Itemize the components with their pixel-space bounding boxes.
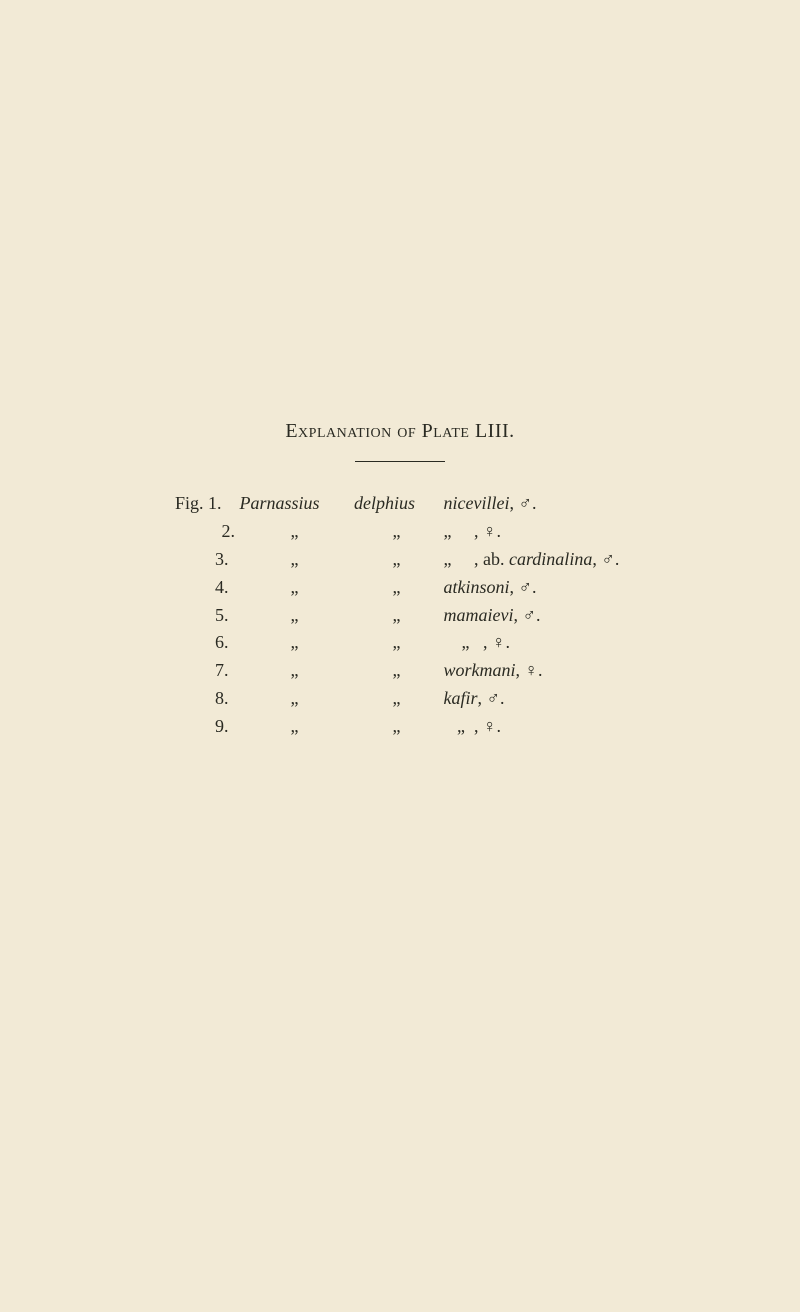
variety: „ , ♀. [444,518,502,546]
fig-number: 7. [175,657,235,685]
ditto-mark: „ [240,685,350,713]
ditto-mark: „ [240,574,350,602]
variety: mamaievi, ♂. [444,602,541,630]
fig-number: 2. [175,518,235,546]
variety: workmani, ♀. [444,657,543,685]
ditto-mark: „ [240,657,350,685]
list-item: 6. „ „ „ , ♀. [175,629,800,657]
variety: nicevillei, ♂. [444,490,537,518]
ditto-mark: „ [354,602,439,630]
ditto-mark: „ [354,629,439,657]
ditto-mark: „ [354,713,439,741]
fig-number: 3. [175,546,235,574]
fig-number: 6. [175,629,235,657]
title-text-1: Explanation of Plate [285,420,469,442]
list-item: 9. „ „ „ , ♀. [175,713,800,741]
list-item: 4. „ „ atkinsoni, ♂. [175,574,800,602]
species: delphius [354,490,439,518]
plate-title: Explanation of Plate LIII. [0,420,800,443]
list-item: 2. „ „ „ , ♀. [175,518,800,546]
fig-number: 5. [175,602,235,630]
list-item: 5. „ „ mamaievi, ♂. [175,602,800,630]
list-item: 3. „ „ „ , ab. cardinalina, ♂. [175,546,800,574]
content-block: Explanation of Plate LIII. Fig. 1. Parna… [0,420,800,741]
ditto-mark: „ [240,546,350,574]
ditto-mark: „ [354,657,439,685]
ditto-mark: „ [240,629,350,657]
page: Explanation of Plate LIII. Fig. 1. Parna… [0,0,800,1312]
ditto-mark: „ [354,518,439,546]
ditto-mark: „ [240,518,350,546]
ditto-mark: „ [240,602,350,630]
variety: „ , ab. cardinalina, ♂. [444,546,620,574]
fig-number: 9. [175,713,235,741]
variety: „ , ♀. [444,629,511,657]
fig-prefix: Fig. 1. [175,490,235,518]
fig-number: 8. [175,685,235,713]
variety: atkinsoni, ♂. [444,574,537,602]
list-item: 7. „ „ workmani, ♀. [175,657,800,685]
figure-list: Fig. 1. Parnassius delphius nicevillei, … [0,490,800,741]
ditto-mark: „ [354,546,439,574]
variety: kafir, ♂. [444,685,505,713]
ditto-mark: „ [240,713,350,741]
title-text-2: LIII. [475,420,515,442]
ditto-mark: „ [354,685,439,713]
horizontal-rule [355,461,445,462]
genus: Parnassius [240,490,350,518]
variety: „ , ♀. [444,713,502,741]
fig-number: 4. [175,574,235,602]
ditto-mark: „ [354,574,439,602]
list-item: 8. „ „ kafir, ♂. [175,685,800,713]
list-item: Fig. 1. Parnassius delphius nicevillei, … [175,490,800,518]
